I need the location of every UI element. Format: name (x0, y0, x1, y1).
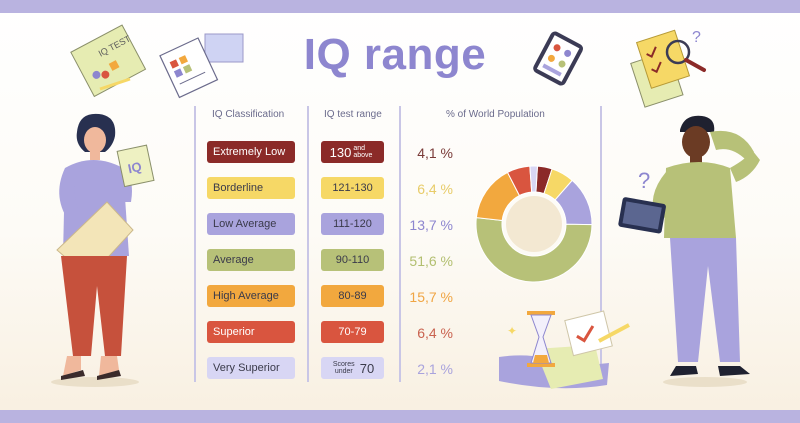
held-sheet-label: IQ (126, 159, 143, 177)
range-note: Scores under (332, 361, 355, 375)
column-divider (194, 106, 196, 382)
classification-label: Average (207, 249, 295, 271)
iq-range-label: Scores under 70 (321, 357, 384, 379)
iq-test-paper-icon: IQ TEST (70, 24, 147, 98)
population-donut-chart (475, 165, 593, 283)
range-note: and above (353, 145, 373, 159)
woman-holding-iq-sheet-illustration: IQ (51, 113, 155, 387)
iq-range-label: 130 and above (321, 141, 384, 163)
column-divider (600, 106, 602, 382)
population-percent: 6,4 % (417, 181, 453, 197)
classification-label: Superior (207, 321, 295, 343)
svg-text:✦: ✦ (507, 324, 517, 338)
donut-center (506, 196, 562, 252)
header-world-population: % of World Population (446, 109, 545, 120)
classification-label: High Average (207, 285, 295, 307)
population-percent: 6,4 % (417, 325, 453, 341)
donut-slice-3 (475, 217, 593, 283)
classification-label: Very Superior (207, 357, 295, 379)
range-value: 70 (359, 360, 375, 376)
iq-range-label: 111-120 (321, 213, 384, 235)
iq-range-label: 80-89 (321, 285, 384, 307)
answer-sheets-icon (159, 33, 244, 99)
population-percent: 51,6 % (409, 253, 453, 269)
page-title: IQ range (303, 30, 487, 79)
classification-label: Borderline (207, 177, 295, 199)
population-percent: 2,1 % (417, 361, 453, 377)
svg-text:?: ? (692, 29, 701, 46)
column-divider (307, 106, 309, 382)
header-iq-test-range: IQ test range (324, 109, 382, 120)
classification-label: Extremely Low (207, 141, 295, 163)
magnifier-papers-icon: ? (630, 29, 706, 108)
column-divider (399, 106, 401, 382)
top-band (0, 0, 800, 13)
population-percent: 15,7 % (409, 289, 453, 305)
classification-label: Low Average (207, 213, 295, 235)
range-value: 130 (329, 144, 352, 160)
svg-text:?: ? (638, 168, 650, 193)
iq-range-label: 121-130 (321, 177, 384, 199)
iq-range-label: 70-79 (321, 321, 384, 343)
hourglass-papers-illustration: ✦ (499, 310, 630, 389)
population-percent: 4,1 % (417, 145, 453, 161)
iq-range-label: 90-110 (321, 249, 384, 271)
tablet-quiz-icon (533, 31, 584, 86)
donut-slice-6 (529, 165, 539, 193)
header-iq-classification: IQ Classification (212, 109, 285, 120)
population-percent: 13,7 % (409, 217, 453, 233)
man-with-tablet-illustration: ? (618, 115, 760, 387)
bottom-band (0, 410, 800, 423)
